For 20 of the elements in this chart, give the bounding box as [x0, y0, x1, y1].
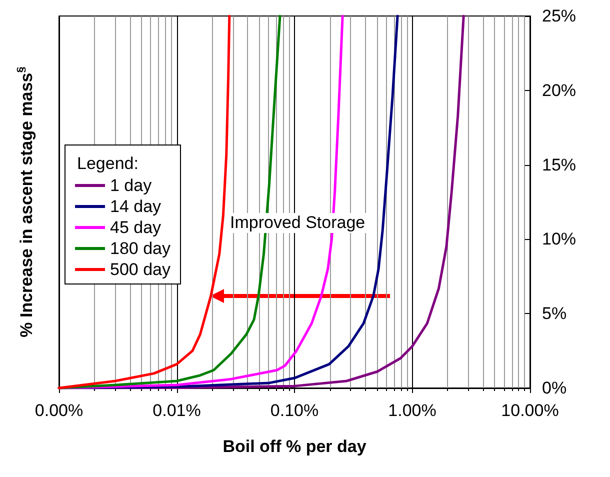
x-tick-label: 1.00% [388, 401, 436, 420]
annotation: Improved Storage [228, 213, 368, 233]
y-tick-label: 10% [542, 230, 576, 249]
y-tick-label: 20% [542, 80, 576, 100]
x-tick-label: 0.01% [152, 401, 201, 420]
x-axis-title: Boil off % per day [222, 437, 367, 456]
legend-title: Legend: [77, 154, 138, 173]
legend-label: 500 day [110, 260, 171, 279]
legend-label: 180 day [110, 239, 171, 258]
legend-label: 1 day [110, 176, 152, 195]
y-axis-title: % Increase in ascent stage mass§ [16, 66, 36, 338]
x-tick-label: 0.00% [34, 401, 84, 420]
y-tick-label: 5% [542, 304, 567, 324]
y-tick-label: 0% [542, 378, 567, 398]
legend-label: 45 day [110, 218, 162, 237]
x-tick-label: 0.10% [270, 401, 319, 420]
legend-label: 14 day [110, 197, 162, 216]
x-tick-label: 10.00% [501, 401, 559, 420]
y-tick-label: 15% [542, 155, 576, 174]
y-tick-label: 25% [542, 6, 576, 26]
